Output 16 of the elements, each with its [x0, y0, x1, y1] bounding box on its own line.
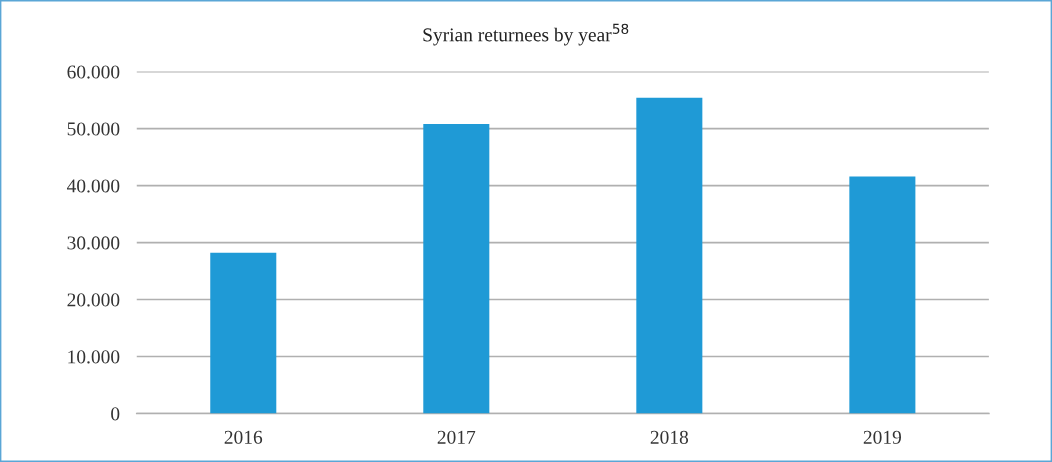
- x-tick-label: 2016: [224, 430, 263, 444]
- x-tick-label: 2017: [437, 430, 476, 444]
- bar: [849, 176, 916, 414]
- y-tick-label: 30.000: [67, 236, 120, 250]
- x-tick-label: 2018: [650, 430, 689, 444]
- y-tick-label: 10.000: [68, 350, 120, 364]
- y-tick-label: 50.000: [67, 122, 120, 136]
- y-tick-label: 60.000: [67, 65, 120, 79]
- bar: [423, 124, 490, 414]
- x-tick-label: 2019: [863, 430, 902, 444]
- y-tick-label: 40.000: [67, 179, 120, 193]
- chart-title: Syrian returnees by year$^{58}$: [423, 23, 629, 46]
- bar: [636, 97, 703, 414]
- y-tick-label: 20.000: [67, 293, 120, 307]
- bar: [210, 252, 277, 414]
- y-tick-label: 0: [111, 407, 120, 421]
